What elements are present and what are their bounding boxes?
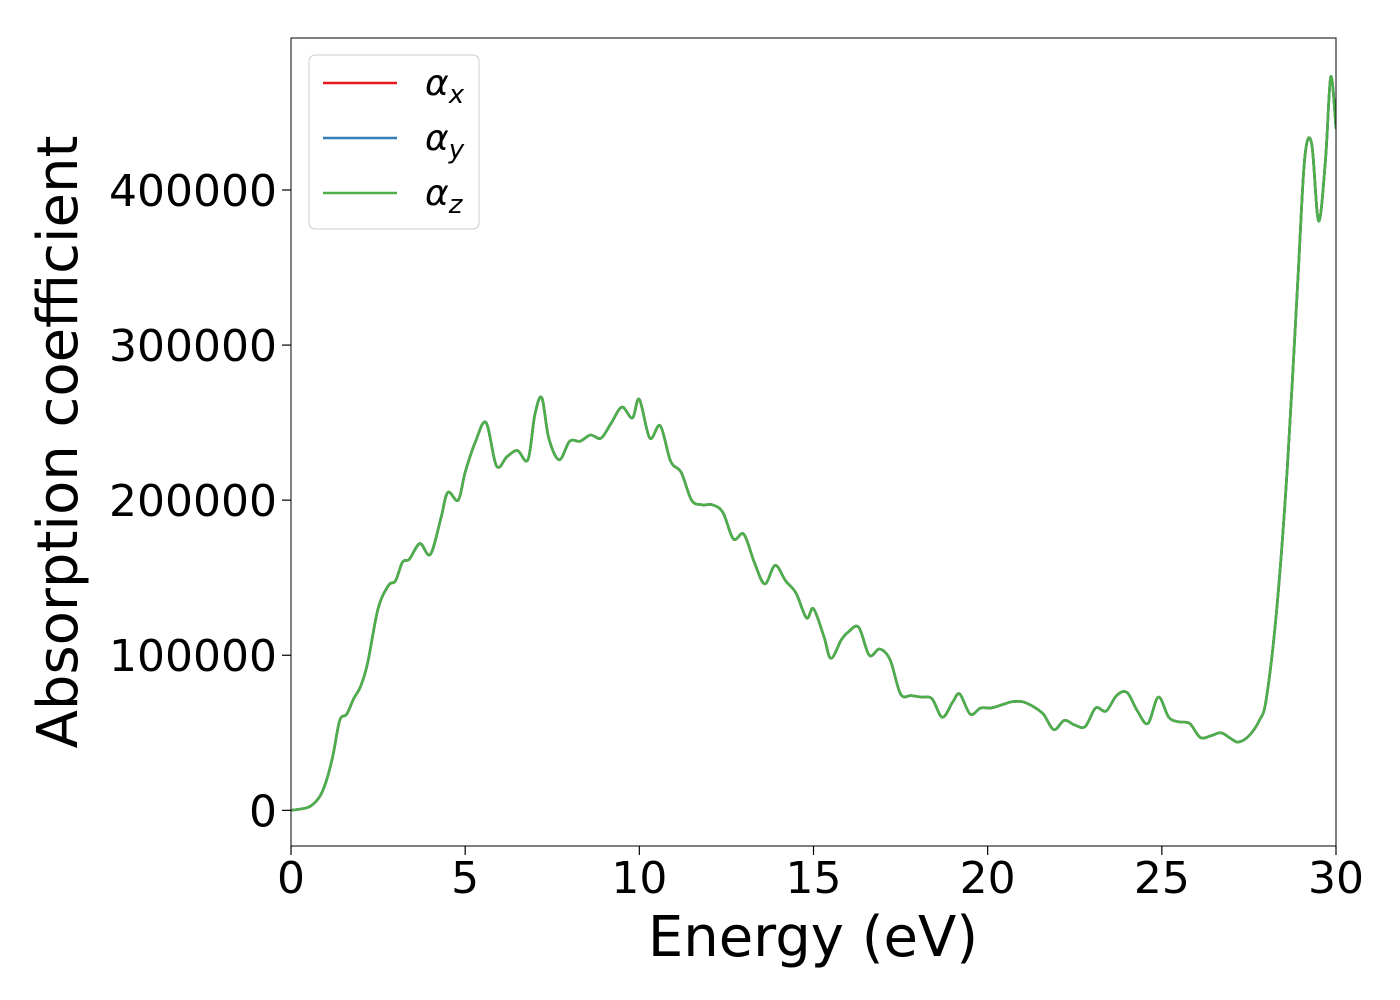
- legend-subscript: x: [448, 80, 465, 110]
- x-tick-label: 15: [786, 853, 842, 904]
- legend-symbol: α: [425, 118, 449, 159]
- x-axis-ticks: 0 5 10 15 20 25 30: [277, 846, 1364, 904]
- x-tick-label: 0: [277, 853, 305, 904]
- legend-label-x: αx: [425, 63, 465, 110]
- series-line-z2: [291, 75, 1336, 812]
- y-axis-title: Absorption coefficient: [26, 136, 91, 749]
- series-layer: [291, 75, 1336, 812]
- y-tick-label: 300000: [109, 321, 277, 372]
- x-tick-label: 25: [1134, 853, 1190, 904]
- x-axis-title: Energy (eV): [648, 905, 978, 970]
- y-axis-ticks: 0 100000 200000 300000 400000: [109, 166, 291, 837]
- legend-label-y: αy: [425, 118, 465, 165]
- x-tick-label: 5: [451, 853, 479, 904]
- x-tick-label: 30: [1308, 853, 1364, 904]
- y-tick-label: 200000: [109, 476, 277, 527]
- legend-label-z: αz: [425, 173, 464, 220]
- legend-symbol: α: [425, 173, 449, 214]
- y-tick-label: 400000: [109, 166, 277, 217]
- legend-subscript: y: [448, 135, 465, 165]
- y-tick-label: 0: [249, 786, 277, 837]
- y-tick-label: 100000: [109, 631, 277, 682]
- x-tick-label: 20: [960, 853, 1016, 904]
- legend-symbol: α: [425, 63, 449, 104]
- legend-box: [308, 54, 480, 230]
- x-tick-label: 10: [611, 853, 667, 904]
- legend-subscript: z: [448, 190, 464, 220]
